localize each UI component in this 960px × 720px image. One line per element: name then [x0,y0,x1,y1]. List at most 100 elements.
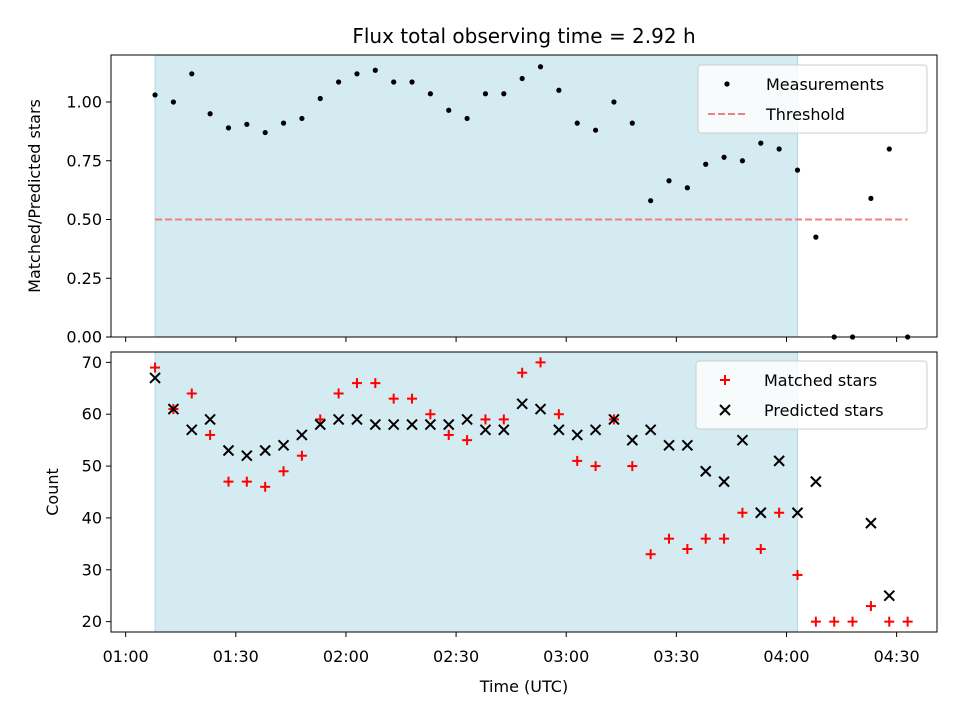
bottom-y-axis-label: Count [43,468,62,516]
predicted-star-point [387,418,400,431]
matched-star-point [737,507,748,518]
measurement-point [262,129,268,136]
predicted-star-point [498,424,510,436]
legend-label-predicted-stars: Predicted stars [764,401,884,420]
matched-star-point [627,461,638,472]
measurement-point [537,64,544,70]
matched-star-point [829,616,840,627]
predicted-star-point [296,429,308,441]
legend-marker-predicted-stars [719,404,731,416]
x-tick-label: 02:00 [323,647,369,666]
bottom-observing-window [154,351,798,633]
measurement-point [519,75,525,82]
matched-star-point [810,616,821,627]
matched-star-point [902,616,913,627]
top-legend-box [697,64,928,134]
legend-marker-measurements [724,81,730,87]
predicted-star-point [204,413,216,426]
bottom-x-ticks: 01:00 01:30 02:00 02:30 03:00 03:30 04:00 04:30 [103,632,920,666]
measurement-point [721,154,727,160]
x-tick-label: 04:30 [874,647,920,666]
matched-star-point [884,616,895,627]
y-tick-label: 30 [82,560,102,579]
matched-star-point [645,549,656,560]
predicted-star-point [167,403,180,415]
measurement-point [391,79,397,85]
bottom-y-ticks: 20 30 40 50 60 70 [82,353,111,631]
x-tick-label: 02:30 [433,647,479,666]
measurement-point [794,167,801,173]
matched-star-point [241,476,252,487]
matched-star-point [223,476,234,487]
matched-star-point [333,388,344,399]
measurement-point [207,111,213,117]
predicted-star-point [810,475,822,488]
measurement-point [739,158,746,164]
predicted-star-point [589,424,602,436]
predicted-star-point [277,439,290,452]
measurement-point [592,127,599,133]
predicted-star-point [241,449,253,462]
matched-star-point [296,450,307,461]
y-tick-label: 50 [82,457,102,476]
predicted-star-point [553,424,565,436]
matched-star-point [553,409,564,420]
predicted-star-point [718,475,730,488]
legend-label-matched-stars: Matched stars [764,371,877,390]
bottom-panel: 20 30 40 50 60 70 01:00 01:30 02:00 02:30 03:00 03… [43,351,938,696]
predicted-stars-series [149,372,895,602]
x-tick-label: 04:00 [763,647,809,666]
x-tick-label: 03:30 [653,647,699,666]
measurement-point [427,91,433,97]
predicted-star-point [222,444,235,457]
measurement-point [886,146,892,152]
y-tick-label: 70 [82,353,102,372]
predicted-star-point [149,372,161,384]
predicted-star-point [626,434,639,446]
predicted-star-point [700,465,712,477]
measurement-point [482,91,489,97]
matched-star-point [443,429,454,440]
matched-star-point [425,409,436,420]
predicted-star-point [186,424,198,436]
x-axis-label: Time (UTC) [479,677,568,696]
measurement-point [152,92,158,98]
predicted-star-point [461,413,473,426]
measurement-point [299,115,305,122]
top-observing-window [154,54,798,338]
measurement-point [813,234,819,240]
predicted-star-point [608,413,620,426]
y-tick-label: 0.25 [66,269,102,288]
matched-star-point [664,533,675,544]
predicted-star-point [314,418,326,431]
measurement-point [501,91,507,97]
top-y-axis-label: Matched/Predicted stars [25,99,44,293]
measurement-point [574,120,580,126]
predicted-star-point [443,418,455,431]
top-legend: Measurements Threshold [697,64,928,134]
matched-star-point [535,357,546,368]
y-tick-label: 40 [82,508,102,527]
matched-star-point [315,414,326,425]
legend-plus-glyph [720,375,730,385]
y-tick-label: 0.50 [66,210,102,229]
measurement-point [666,178,672,184]
matched-star-point [517,367,528,378]
predicted-star-point [736,434,749,446]
predicted-star-point [424,418,437,431]
measurement-point [244,121,250,127]
predicted-star-point [755,507,767,519]
measurement-point [464,115,470,122]
matched-star-point [278,466,289,477]
measurement-point [225,125,232,131]
y-tick-label: 0.00 [66,328,102,347]
matched-star-point [462,435,473,446]
predicted-star-point [663,439,675,452]
predicted-star-point [773,455,785,467]
x-tick-label: 01:00 [103,647,149,666]
matched-star-point [407,393,418,404]
predicted-star-point [681,439,694,452]
predicted-star-point [865,517,877,529]
measurement-point [354,71,360,77]
